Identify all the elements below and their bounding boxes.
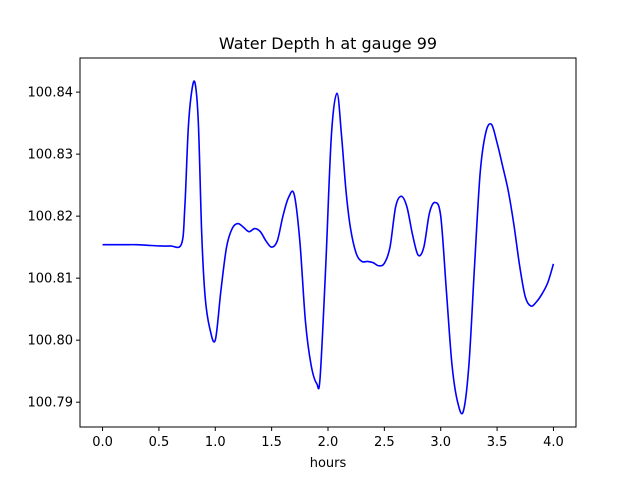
plot-area: [102, 80, 555, 415]
x-tick-label: 3.5: [487, 435, 508, 450]
x-axis-label: hours: [310, 456, 347, 471]
x-tick-label: 0.5: [149, 435, 170, 450]
y-tick-label: 100.79: [28, 396, 74, 411]
axes-frame: [79, 57, 577, 428]
x-tick-label: 2.0: [318, 435, 339, 450]
x-tick-label: 3.0: [430, 435, 451, 450]
x-axis-ticks: 0.0 0.5 1.0 1.5 2.0 2.5 3.0 3.5 4.0: [92, 427, 564, 450]
chart-title: Water Depth h at gauge 99: [219, 34, 437, 53]
y-tick-label: 100.81: [28, 272, 74, 287]
x-tick-label: 1.5: [261, 435, 282, 450]
x-tick-label: 1.0: [205, 435, 226, 450]
y-tick-label: 100.84: [28, 86, 74, 101]
y-tick-label: 100.82: [28, 210, 74, 225]
y-axis-ticks: 100.79 100.80 100.81 100.82 100.83 100.84: [28, 86, 80, 411]
x-tick-label: 4.0: [543, 435, 564, 450]
y-tick-label: 100.80: [28, 334, 74, 349]
y-tick-label: 100.83: [28, 148, 74, 163]
x-tick-label: 2.5: [374, 435, 395, 450]
x-tick-label: 0.0: [92, 435, 113, 450]
series-line-0: [102, 80, 555, 415]
